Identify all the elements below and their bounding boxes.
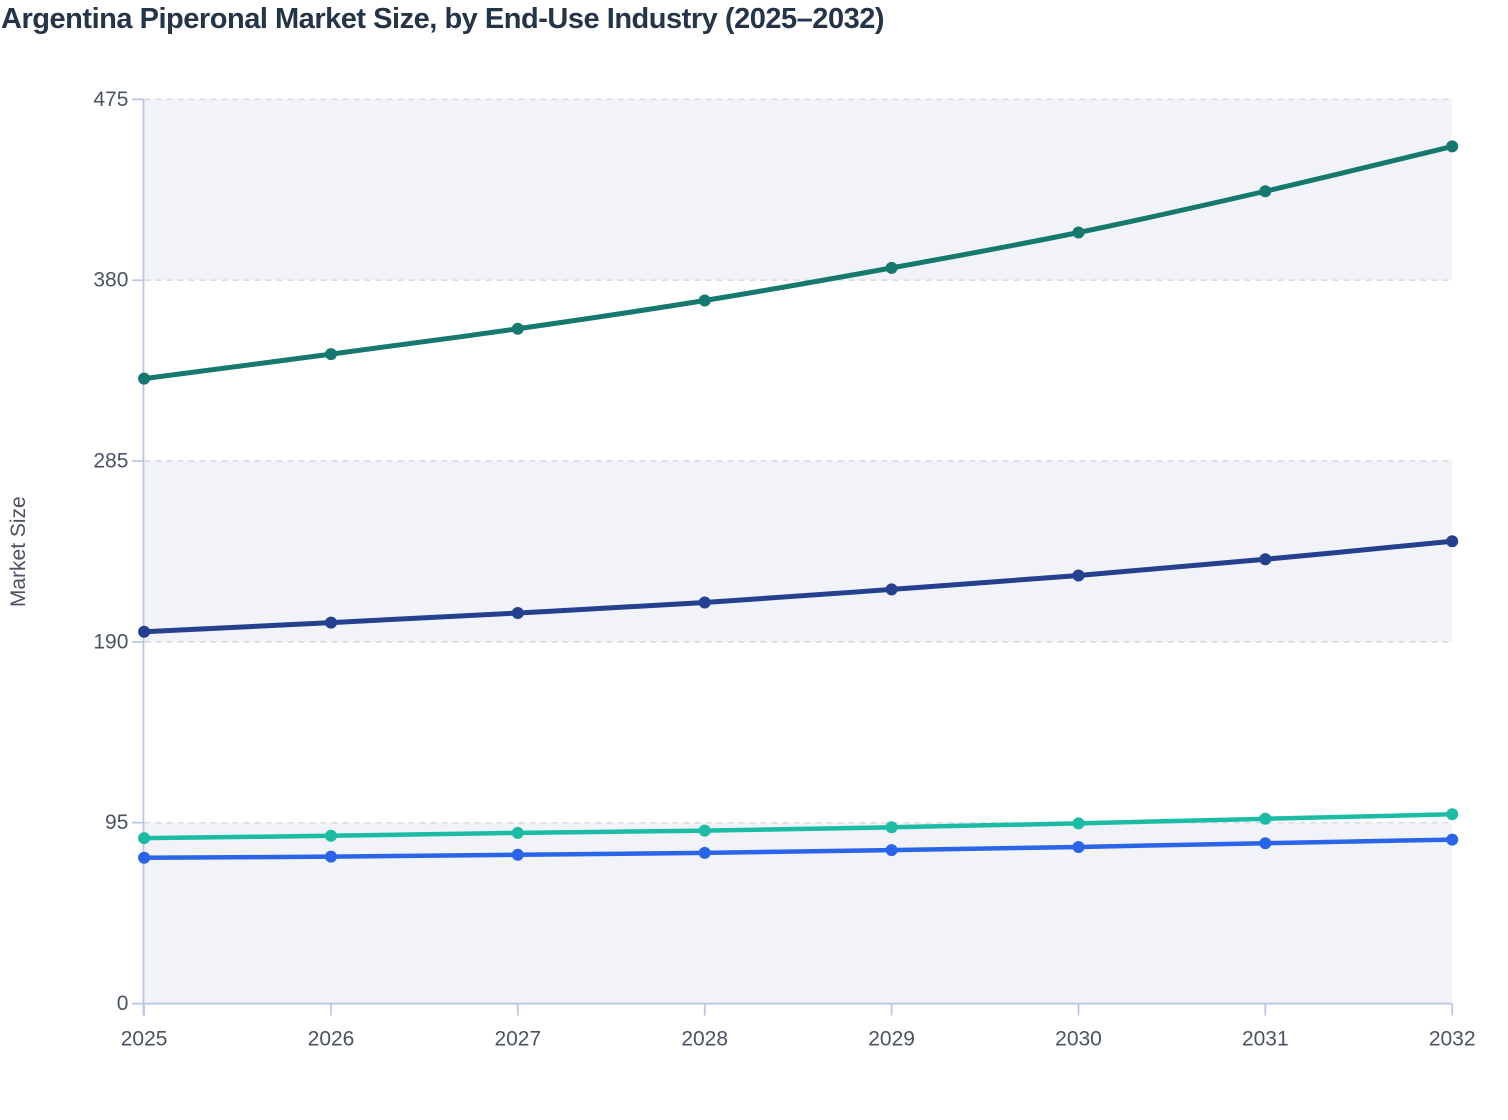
svg-text:Market Size: Market Size (7, 496, 30, 607)
svg-text:380: 380 (93, 269, 128, 292)
svg-text:2027: 2027 (494, 1028, 541, 1051)
svg-text:2030: 2030 (1055, 1028, 1102, 1051)
svg-text:2032: 2032 (1429, 1028, 1476, 1051)
svg-text:2026: 2026 (308, 1028, 355, 1051)
svg-text:2029: 2029 (868, 1028, 915, 1051)
svg-text:475: 475 (93, 88, 128, 111)
svg-text:95: 95 (105, 811, 128, 834)
svg-text:2031: 2031 (1242, 1028, 1289, 1051)
svg-text:2025: 2025 (121, 1028, 168, 1051)
svg-text:0: 0 (117, 992, 129, 1015)
svg-text:190: 190 (93, 630, 128, 653)
svg-text:285: 285 (93, 450, 128, 473)
svg-text:2028: 2028 (681, 1028, 728, 1051)
